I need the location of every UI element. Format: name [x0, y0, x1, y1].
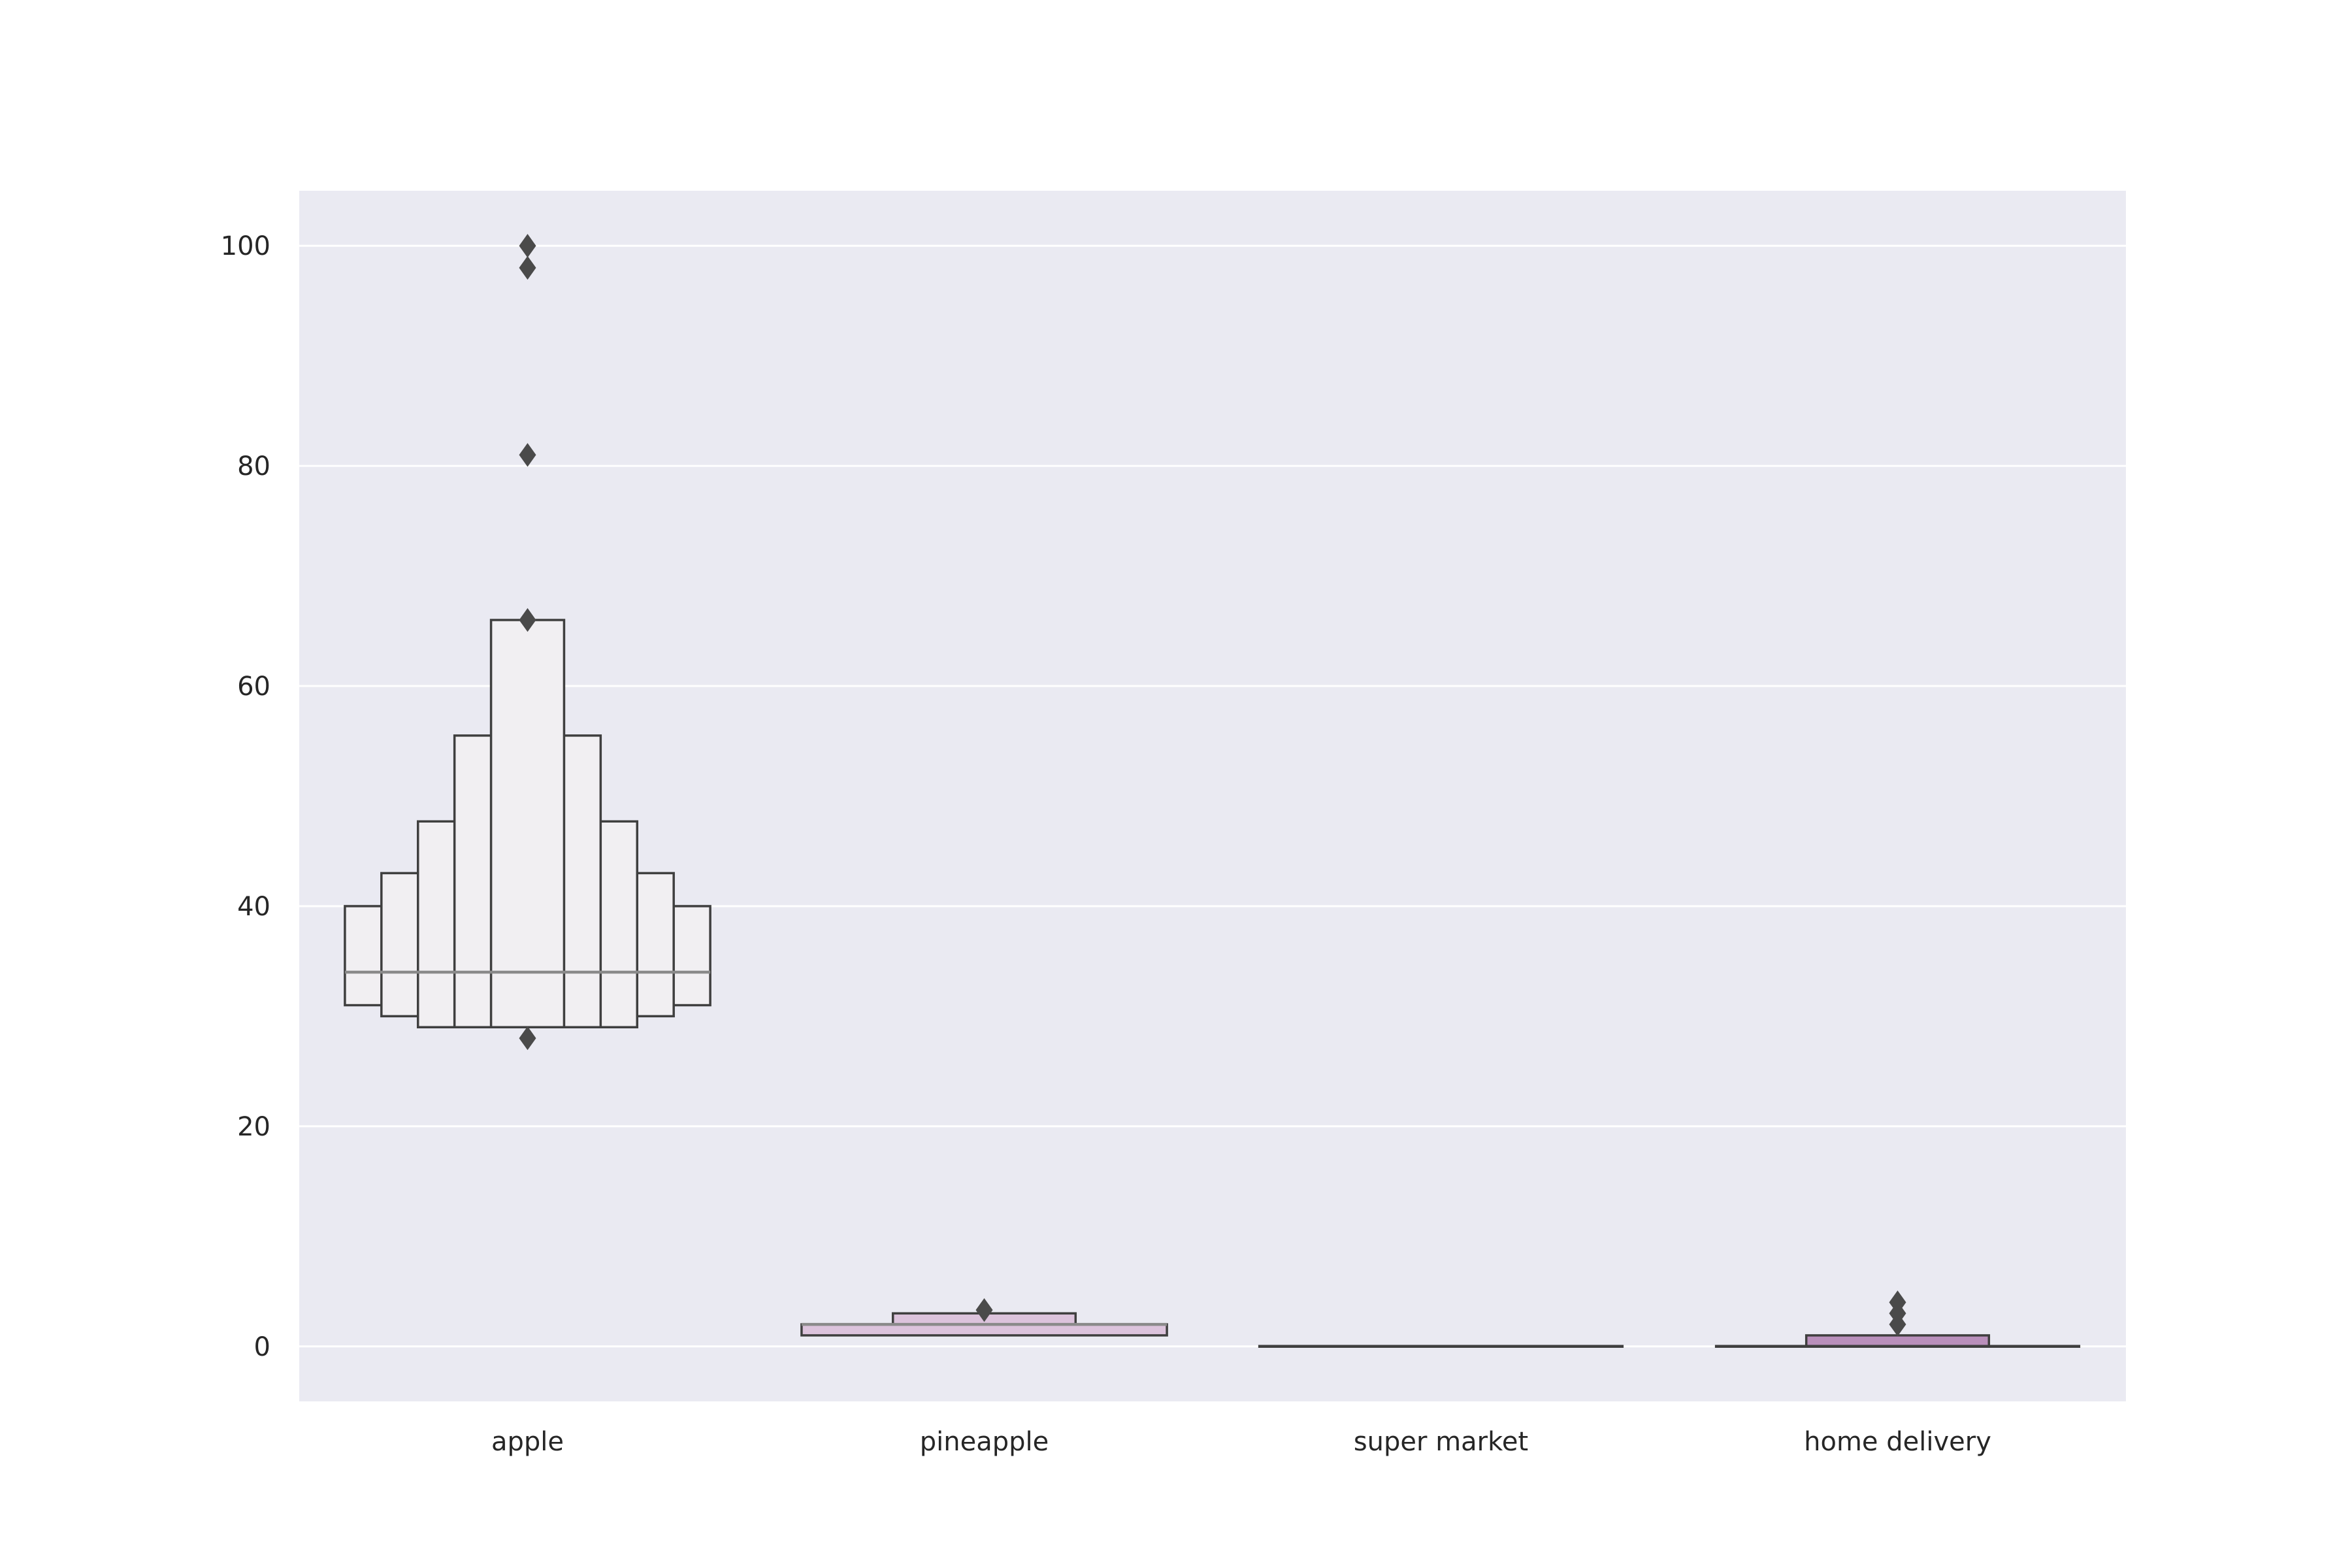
y-tick-labels: 0 20 40 60 80 100 — [221, 231, 270, 1362]
boxes — [344, 234, 2081, 1348]
y-tick-label: 60 — [237, 672, 270, 702]
x-tick-label: apple — [491, 1427, 564, 1457]
outlier-point — [519, 608, 536, 632]
y-tick-label: 100 — [221, 231, 270, 261]
box-pineapple — [800, 1298, 1168, 1337]
outlier-point — [1889, 1290, 1906, 1315]
outlier-point — [519, 255, 536, 280]
outlier-point — [519, 1026, 536, 1051]
y-tick-label: 80 — [237, 451, 270, 482]
y-tick-label: 20 — [237, 1112, 270, 1142]
box-level — [1805, 1334, 1991, 1348]
y-tick-label: 0 — [254, 1332, 270, 1362]
box-level — [489, 619, 566, 1029]
outlier-point — [519, 443, 536, 467]
plot-background — [299, 191, 2126, 1401]
x-tick-label: super market — [1354, 1427, 1528, 1457]
box-home-delivery — [1714, 1290, 2081, 1348]
x-tick-label: home delivery — [1804, 1427, 1991, 1457]
box-apple — [344, 234, 711, 1051]
outlier-point — [519, 234, 536, 258]
y-tick-label: 40 — [237, 892, 270, 922]
outlier-point — [975, 1298, 993, 1322]
box-level — [800, 1323, 1168, 1337]
x-tick-labels: apple pineapple super market home delivery — [491, 1427, 1991, 1457]
x-tick-label: pineapple — [920, 1427, 1049, 1457]
